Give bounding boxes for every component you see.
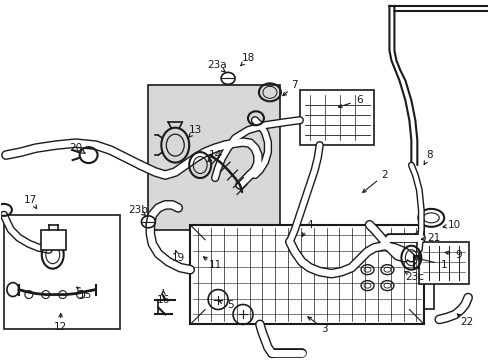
Text: 22: 22 (460, 318, 473, 328)
Text: 18: 18 (241, 54, 254, 63)
Bar (4, 215, 120, 329)
Text: 8: 8 (425, 150, 432, 160)
Bar (339, 245, 433, 310)
Text: 23c: 23c (404, 272, 423, 282)
Text: 7: 7 (291, 80, 298, 90)
Text: 23a: 23a (207, 60, 226, 71)
Bar (419, 242, 468, 284)
Text: 15: 15 (79, 289, 92, 300)
Text: 4: 4 (306, 220, 312, 230)
Text: 23b: 23b (128, 205, 148, 215)
Text: 2: 2 (380, 170, 387, 180)
Text: 19: 19 (171, 253, 184, 263)
Text: 6: 6 (356, 95, 362, 105)
Text: 3: 3 (321, 324, 327, 334)
Text: 10: 10 (447, 220, 460, 230)
Text: 11: 11 (208, 260, 221, 270)
Text: 16: 16 (156, 294, 170, 305)
Bar (41, 230, 65, 250)
Text: 13: 13 (188, 125, 202, 135)
Text: 5: 5 (226, 300, 233, 310)
Bar (148, 85, 279, 230)
Text: 14: 14 (208, 150, 221, 160)
Bar (190, 225, 424, 324)
Text: 20: 20 (69, 143, 82, 153)
Text: 17: 17 (24, 195, 38, 205)
Text: 1: 1 (440, 260, 447, 270)
Text: 12: 12 (54, 323, 67, 332)
Bar (299, 90, 374, 145)
Text: 9: 9 (455, 250, 462, 260)
Text: 21: 21 (427, 233, 440, 243)
